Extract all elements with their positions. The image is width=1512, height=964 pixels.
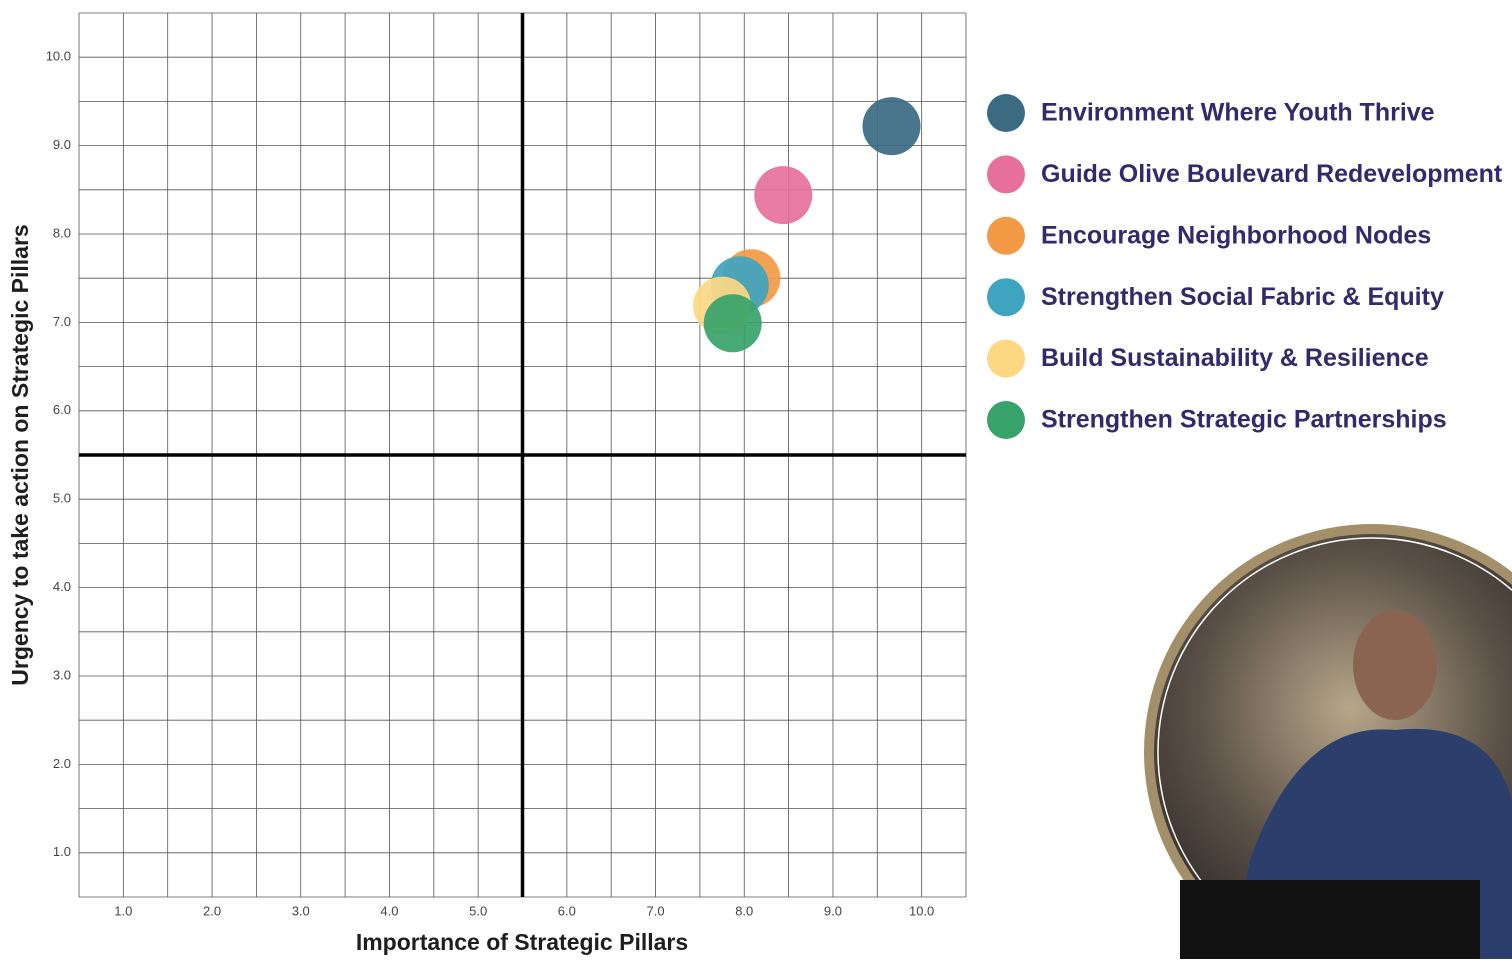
y-tick-label: 4.0 [53, 579, 71, 594]
legend-swatch [987, 401, 1025, 439]
legend-label: Environment Where Youth Thrive [1041, 99, 1435, 127]
y-tick-label: 3.0 [53, 667, 71, 682]
x-tick-label: 8.0 [735, 903, 753, 918]
legend-label: Build Sustainability & Resilience [1041, 344, 1429, 372]
bubble [703, 294, 762, 353]
y-tick-label: 5.0 [53, 491, 71, 506]
photo [1144, 524, 1512, 964]
legend-swatch [987, 216, 1025, 255]
x-tick-label: 3.0 [292, 903, 310, 918]
legend-swatch [987, 339, 1025, 378]
legend-label: Encourage Neighborhood Nodes [1041, 221, 1431, 249]
x-tick-label: 7.0 [647, 903, 665, 918]
x-tick-label: 9.0 [824, 903, 842, 918]
photo-inner-ring [1157, 537, 1512, 964]
legend-label: Guide Olive Boulevard Redevelopment [1041, 160, 1503, 188]
x-tick-label: 5.0 [469, 903, 487, 918]
x-axis-title: Importance of Strategic Pillars [356, 929, 688, 955]
y-tick-label: 8.0 [53, 225, 71, 240]
x-tick-label: 2.0 [203, 903, 221, 918]
legend-label: Strengthen Strategic Partnerships [1041, 406, 1447, 434]
photo-table [1180, 880, 1480, 959]
legend-swatch [987, 278, 1025, 317]
y-tick-label: 7.0 [53, 314, 71, 329]
bubble [754, 166, 813, 225]
legend-label: Strengthen Social Fabric & Equity [1041, 283, 1444, 311]
y-tick-label: 10.0 [46, 49, 71, 64]
x-tick-label: 10.0 [909, 903, 934, 918]
bubble [862, 97, 921, 156]
x-tick-label: 4.0 [380, 903, 398, 918]
y-tick-label: 9.0 [53, 137, 71, 152]
legend-swatch [987, 155, 1025, 194]
y-axis-title: Urgency to take action on Strategic Pill… [7, 224, 33, 685]
y-tick-label: 6.0 [53, 402, 71, 417]
y-tick-label: 1.0 [53, 844, 71, 859]
y-tick-label: 2.0 [53, 756, 71, 771]
x-tick-label: 6.0 [558, 903, 576, 918]
x-tick-label: 1.0 [114, 903, 132, 918]
legend-swatch [987, 94, 1025, 132]
photo-figure [1353, 610, 1437, 720]
